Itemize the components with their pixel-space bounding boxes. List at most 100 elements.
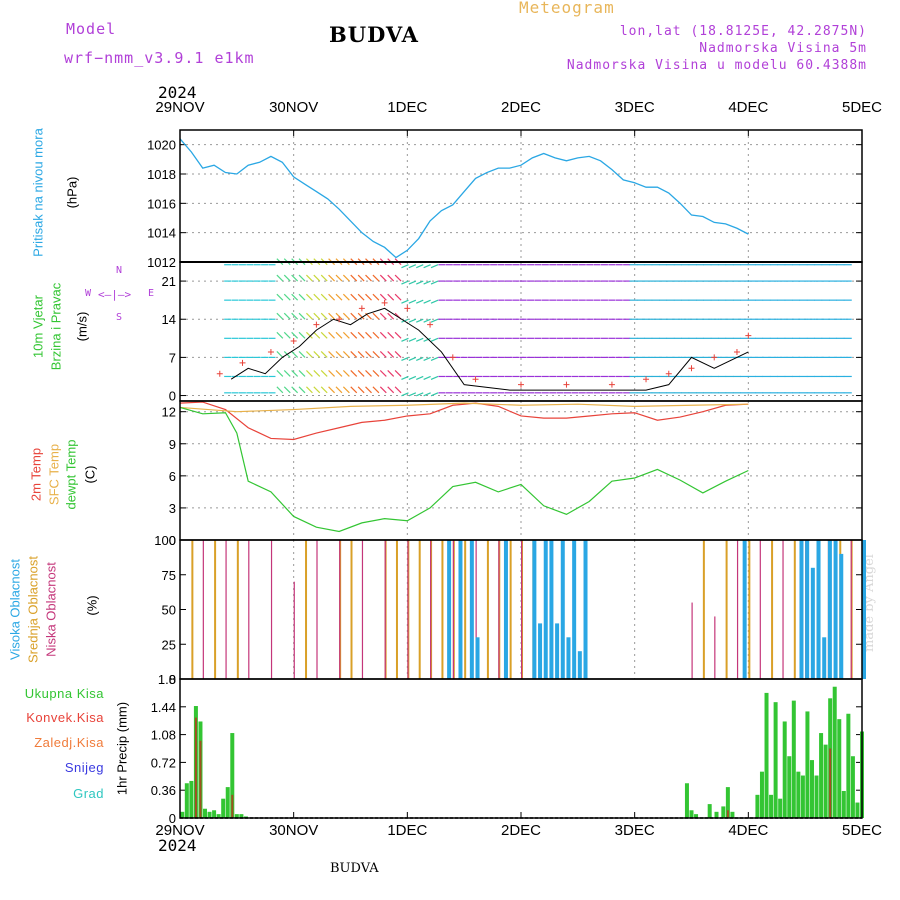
wind-barb — [328, 370, 336, 377]
cloud-high-bar — [816, 540, 821, 679]
wind-gust-mark — [313, 321, 320, 328]
wind-barb — [276, 312, 284, 320]
cloud-high-bar — [543, 540, 548, 679]
wind-barb — [283, 274, 291, 282]
station-title: BUDVA — [329, 22, 419, 47]
cloud-high-bar — [805, 540, 810, 679]
y-tick-label: 25 — [162, 637, 176, 652]
wind-barb — [291, 350, 299, 358]
wind-barb — [276, 293, 284, 301]
cloud-high-bar — [572, 540, 577, 679]
precip-total-bar — [730, 811, 735, 818]
wind-barb — [387, 370, 395, 377]
wind-barb — [394, 293, 402, 301]
precip-total-bar — [773, 702, 778, 818]
cloud-high-bar — [560, 540, 565, 679]
cloud-high-bar — [503, 540, 508, 679]
wind-barb — [350, 312, 358, 320]
wind-barb — [298, 331, 306, 339]
wind-gust-mark — [358, 305, 365, 312]
precip-total-bar — [684, 783, 689, 818]
precip-total-bar — [694, 814, 699, 818]
model-elevation-label: Nadmorska Visina u modelu 60.4388m — [566, 58, 867, 73]
precip-total-bar — [796, 771, 801, 818]
dewpt-line — [179, 406, 749, 533]
precip-total-bar — [689, 810, 694, 818]
wind-gust-mark — [381, 299, 388, 306]
x-tick-label-bottom: 1DEC — [387, 822, 427, 839]
cloud-high-bar — [742, 540, 747, 679]
wind-barb — [387, 274, 395, 282]
wind-gust-mark — [665, 370, 672, 377]
wind-barb — [387, 386, 395, 394]
compass-s: S — [116, 312, 123, 323]
precip-total-bar — [850, 756, 855, 818]
wind-barb — [320, 293, 328, 301]
cloud-high-bar — [566, 637, 571, 679]
wind-barb — [291, 331, 299, 339]
wind-barb — [305, 386, 313, 394]
year-bottom: 2024 — [158, 836, 197, 855]
coords-label: lon,lat (18.8125E, 42.2875N) — [619, 24, 867, 39]
wind-barb — [320, 370, 328, 377]
wind-barb — [416, 337, 424, 342]
wind-gust-mark — [688, 365, 695, 372]
panel-frame — [179, 678, 863, 819]
wind-barb — [320, 350, 328, 358]
y-tick-label: 12 — [162, 405, 176, 420]
wind-barb — [387, 312, 395, 320]
compass-arrows-icon: <–|–> — [98, 288, 132, 301]
precip-total-bar — [805, 711, 810, 818]
precip-conv-bar — [726, 810, 729, 818]
wind-barb — [357, 370, 365, 377]
cloud-mid-bar — [236, 540, 239, 679]
precip-total-bar — [791, 700, 796, 818]
wind-barb — [379, 386, 387, 394]
cloud-mid-bar — [191, 540, 194, 679]
wind-barb — [423, 337, 431, 342]
wind-barb — [408, 318, 417, 323]
y-tick-label: 100 — [154, 533, 176, 548]
wind-barb — [328, 386, 336, 394]
wind-barb — [357, 386, 365, 394]
precip-total-bar — [778, 798, 783, 818]
wind-barb — [394, 331, 402, 339]
wind-barb — [372, 386, 380, 394]
compass-w: W — [85, 288, 92, 299]
wind-barb — [387, 350, 395, 358]
wind-barb — [313, 350, 321, 358]
wind-barb — [342, 312, 350, 320]
wind-barb — [416, 280, 424, 285]
wind-barb — [357, 274, 365, 282]
wind-barb — [320, 274, 328, 282]
cloud-high-bar — [799, 540, 804, 679]
cloud-low-bar — [316, 540, 318, 679]
wind-barb — [372, 293, 380, 301]
precip-total-bar — [841, 790, 846, 818]
wind-barb — [401, 280, 409, 285]
cloud-low-bar — [248, 540, 250, 679]
wind-barb — [313, 274, 321, 282]
cloud-mid-bar — [771, 540, 774, 679]
cloud-mid-bar — [486, 540, 489, 679]
wind-barb — [291, 274, 299, 282]
wind-barb — [394, 386, 402, 394]
wind-barb — [335, 370, 343, 377]
wind-barb — [365, 274, 372, 282]
y-tick-label: 1.44 — [151, 700, 176, 715]
wind-gust-mark — [239, 359, 246, 366]
y-tick-label: 0 — [169, 672, 176, 687]
wind-barb — [357, 293, 365, 301]
wind-barb — [328, 312, 336, 320]
y-tick-label: 0 — [169, 389, 176, 404]
precip-total-bar — [837, 719, 842, 818]
wind-barb — [276, 370, 284, 377]
precip-conv-bar — [194, 717, 197, 818]
wind-barb — [401, 392, 409, 397]
precip-total-bar — [823, 744, 828, 818]
wind-barb — [305, 312, 313, 320]
wind-barb — [291, 370, 299, 377]
y-tick-label: 1012 — [147, 255, 176, 270]
wind-barb — [423, 280, 431, 285]
precip-total-bar — [714, 811, 719, 818]
